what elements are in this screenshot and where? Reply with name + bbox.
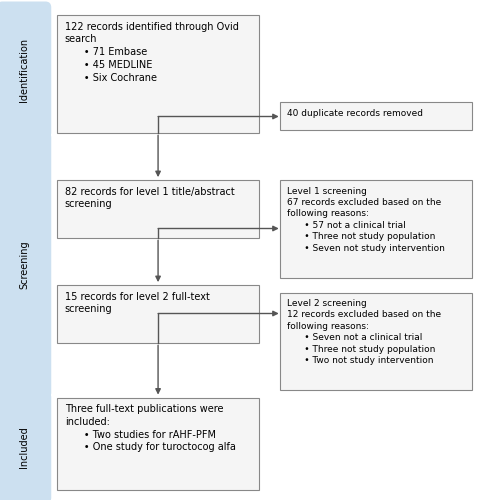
Bar (57, 285, 259, 343)
Bar (280, 180, 472, 278)
Text: Screening: Screening (19, 240, 29, 290)
Text: Identification: Identification (19, 38, 29, 102)
Text: 122 records identified through Ovid
search
      • 71 Embase
      • 45 MEDLINE
: 122 records identified through Ovid sear… (65, 22, 239, 82)
Text: Included: Included (19, 426, 29, 469)
Bar (57, 398, 259, 490)
Text: Three full-text publications were
included:
      • Two studies for rAHF-PFM
   : Three full-text publications were includ… (65, 404, 236, 452)
Bar (280, 102, 472, 130)
Text: 82 records for level 1 title/abstract
screening: 82 records for level 1 title/abstract sc… (65, 186, 234, 210)
Text: Level 2 screening
12 records excluded based on the
following reasons:
      • Se: Level 2 screening 12 records excluded ba… (287, 299, 442, 365)
FancyBboxPatch shape (0, 392, 51, 500)
FancyBboxPatch shape (0, 132, 51, 398)
Bar (57, 15, 259, 132)
Bar (280, 292, 472, 390)
Text: 40 duplicate records removed: 40 duplicate records removed (287, 109, 423, 118)
Text: Level 1 screening
67 records excluded based on the
following reasons:
      • 57: Level 1 screening 67 records excluded ba… (287, 186, 445, 253)
FancyBboxPatch shape (0, 2, 51, 138)
Bar (57, 180, 259, 238)
Text: 15 records for level 2 full-text
screening: 15 records for level 2 full-text screeni… (65, 292, 209, 314)
